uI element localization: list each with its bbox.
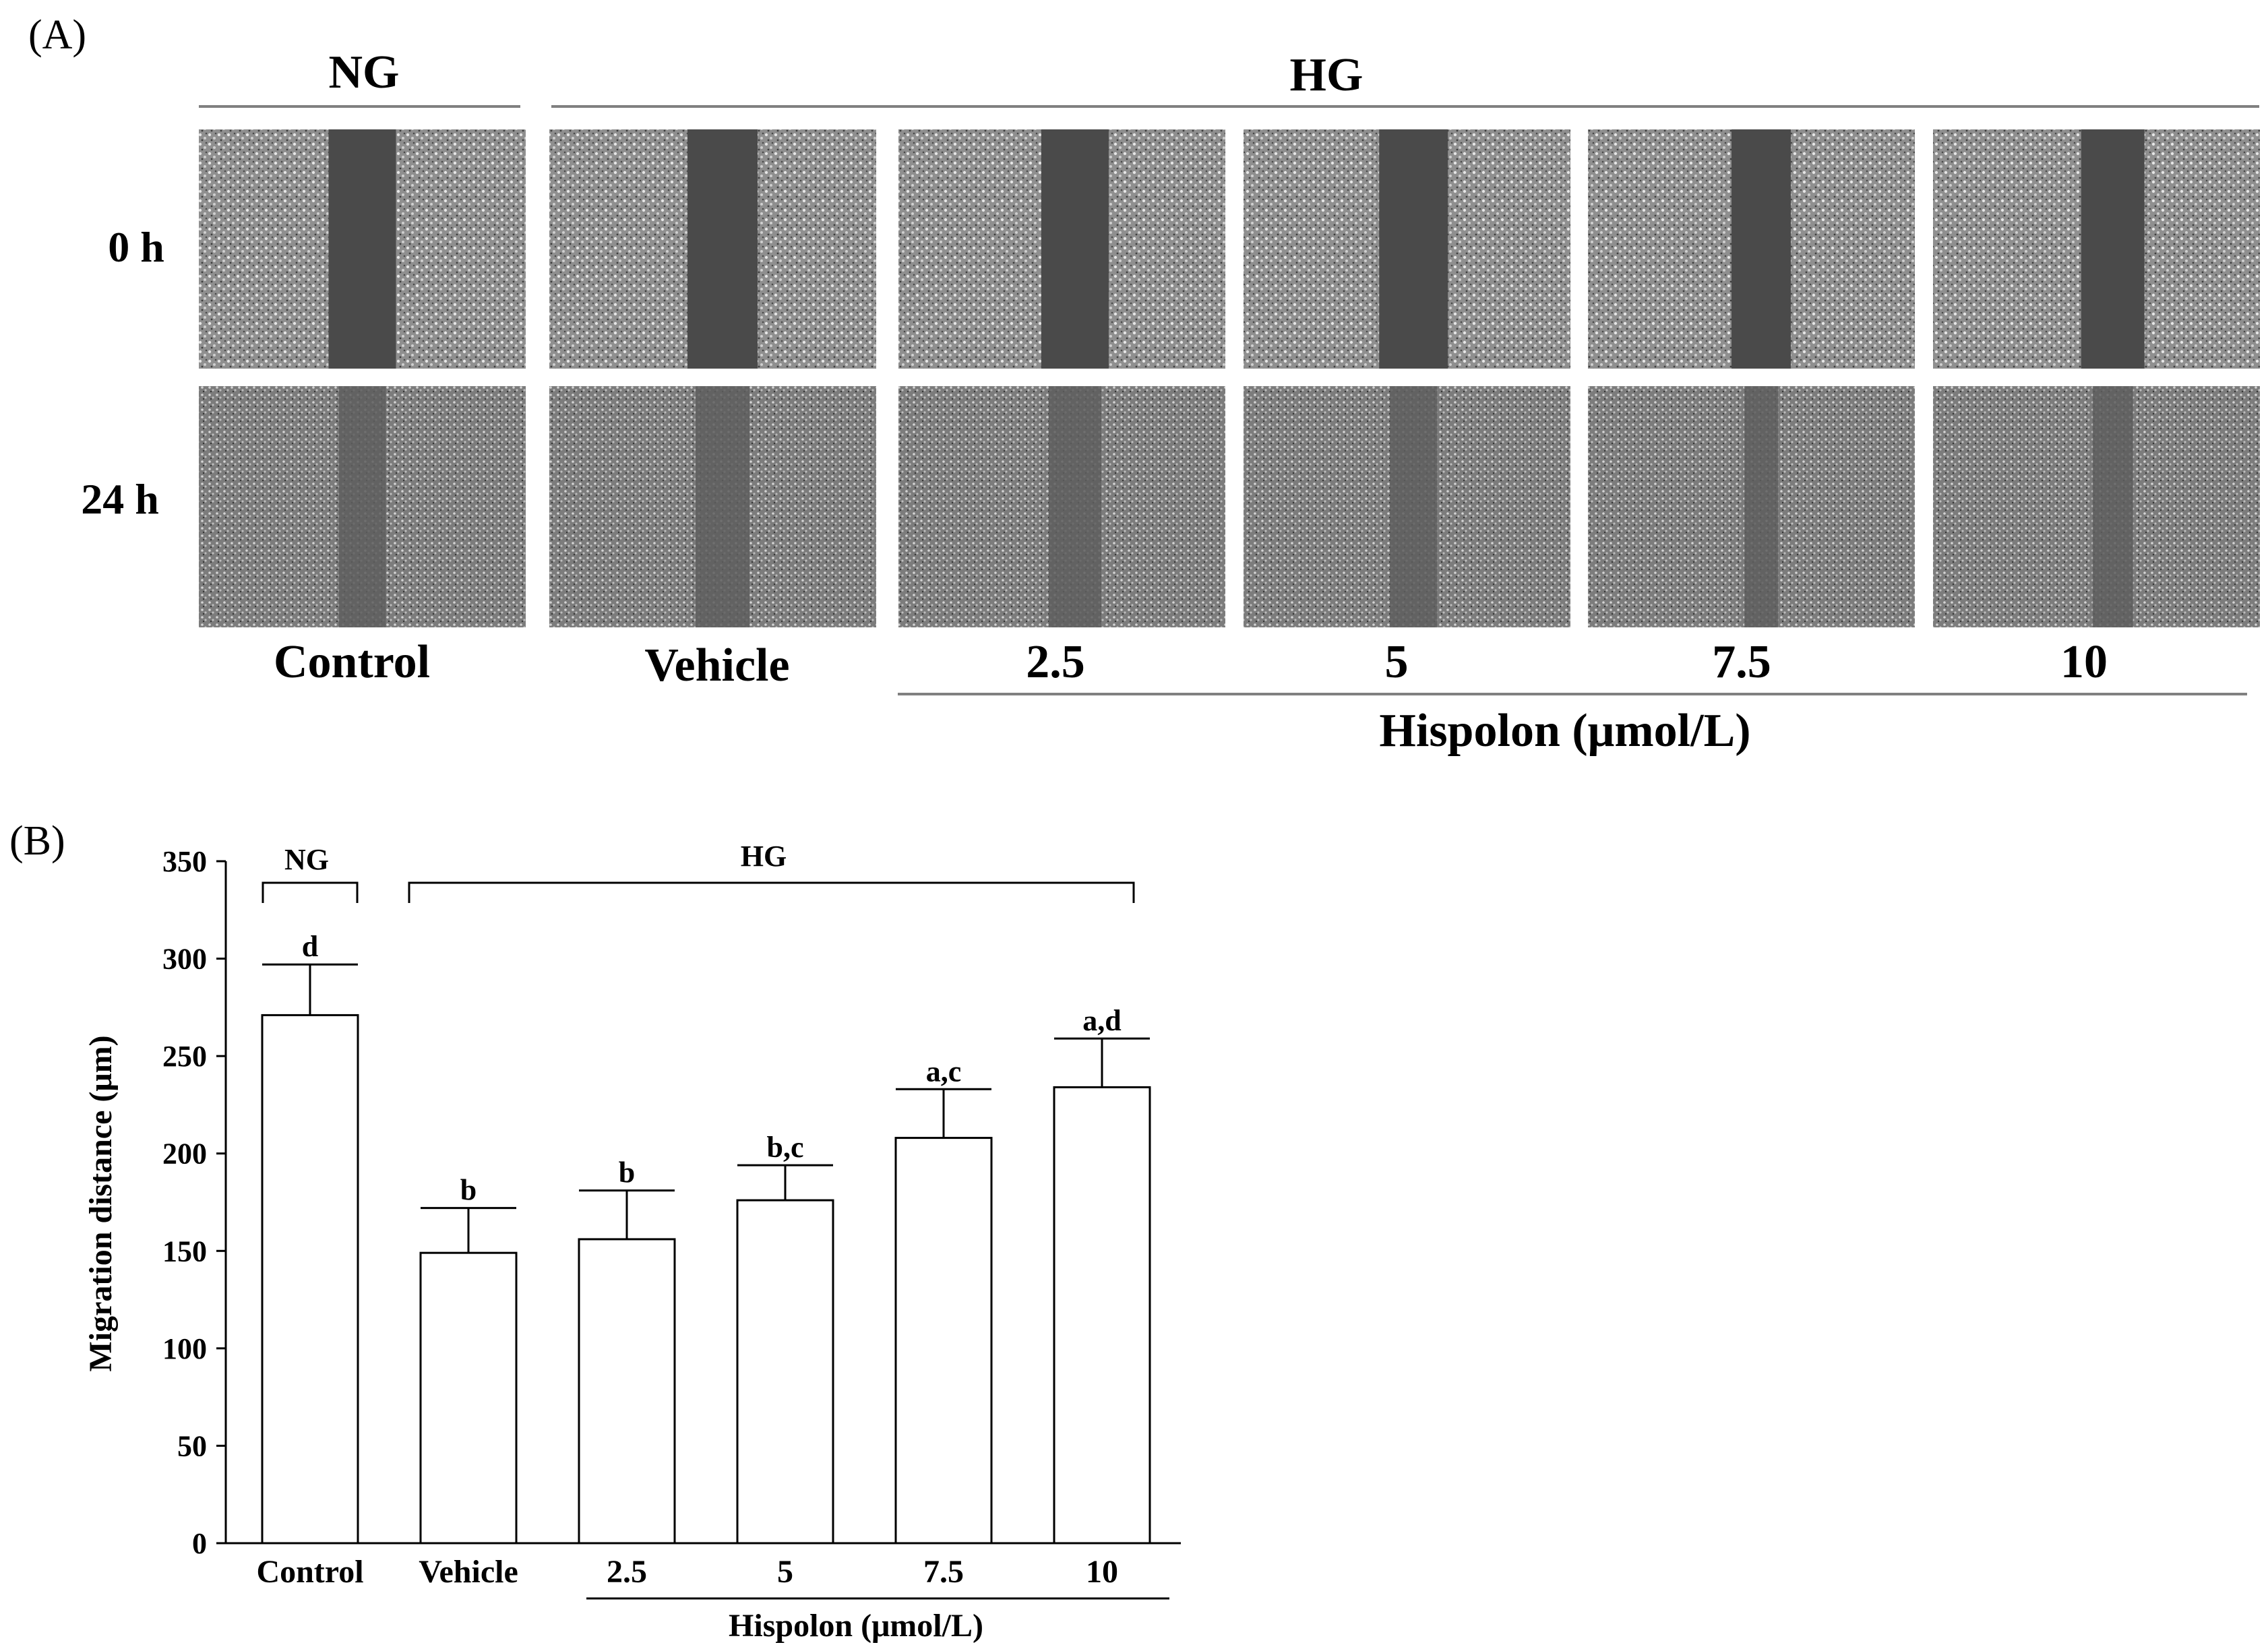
wound-gap-0h-5: [1379, 129, 1448, 369]
panel-a-group-hg: HG: [1290, 49, 1363, 101]
wound-gap-24h-5: [1390, 386, 1438, 627]
y-tick-label-200: 200: [162, 1138, 207, 1171]
significance-label-vehicle: b: [460, 1174, 477, 1207]
column-label-10: 10: [2060, 636, 2108, 688]
significance-label-control: d: [302, 930, 318, 963]
bar-2.5: [578, 1238, 676, 1545]
wound-gap-24h-7.5: [1744, 386, 1779, 627]
significance-label-7.5: a,c: [926, 1055, 962, 1088]
column-label-control: Control: [274, 636, 430, 688]
row-label-24h: 24 h: [81, 475, 159, 523]
panel-a: (A) NG HG 0 h 24 h Control Vehicle 2.5 5…: [28, 12, 2260, 757]
y-tick-label-300: 300: [162, 943, 207, 976]
x-tick-label-5: 5: [777, 1554, 793, 1590]
column-label-2.5: 2.5: [1026, 636, 1085, 688]
bar-vehicle: [419, 1251, 518, 1545]
panel-b-group-ng: NG: [284, 843, 329, 876]
panel-a-label: (A): [28, 12, 86, 58]
x-tick-label-7.5: 7.5: [923, 1554, 964, 1590]
x-tick-label-vehicle: Vehicle: [419, 1554, 518, 1590]
column-label-vehicle: Vehicle: [644, 640, 789, 691]
panel-a-group-ng: NG: [329, 46, 400, 98]
wound-gap-0h-7.5: [1731, 129, 1791, 369]
y-tick-label-150: 150: [162, 1235, 207, 1268]
x-tick-label-10: 10: [1086, 1554, 1118, 1590]
y-tick-label-0: 0: [192, 1527, 207, 1560]
y-axis-label: Migration distance (μm): [83, 1035, 119, 1371]
wound-gap-0h-2.5: [1041, 129, 1109, 369]
significance-label-10: a,d: [1082, 1004, 1121, 1037]
wound-gap-24h-vehicle: [696, 386, 750, 627]
panel-b-hg-bracket: [408, 881, 1135, 903]
y-tick-label-50: 50: [177, 1429, 207, 1462]
y-tick-label-100: 100: [162, 1332, 207, 1365]
bar-10: [1053, 1086, 1151, 1545]
panel-b-label: (B): [9, 818, 65, 864]
micrographs: [199, 129, 2260, 627]
bar-control: [261, 1014, 359, 1545]
wound-gap-0h-control: [328, 129, 396, 369]
chart-marks: 0 50 100 150 200 250 300 350 d Control b Vehicle b 2.…: [162, 845, 1181, 1590]
x-tick-label-control: Control: [256, 1554, 363, 1590]
panel-b-hispolon-label: Hispolon (μmol/L): [729, 1608, 983, 1644]
significance-label-2.5: b: [619, 1156, 635, 1189]
bar-5: [736, 1199, 834, 1545]
bar-7.5: [894, 1137, 993, 1545]
wound-gap-24h-control: [338, 386, 386, 627]
y-tick-label-350: 350: [162, 845, 207, 878]
row-label-0h: 0 h: [108, 223, 164, 271]
wound-gap-24h-10: [2092, 386, 2133, 627]
panel-a-hispolon-label: Hispolon (μmol/L): [1379, 705, 1750, 757]
x-tick-label-2.5: 2.5: [607, 1554, 647, 1590]
wound-gap-0h-vehicle: [687, 129, 758, 369]
wound-gap-24h-2.5: [1048, 386, 1101, 627]
column-label-7.5: 7.5: [1712, 636, 1771, 688]
column-label-5: 5: [1385, 636, 1409, 688]
panel-b-group-hg: HG: [741, 840, 787, 873]
y-tick-label-250: 250: [162, 1040, 207, 1073]
panel-b-ng-bracket: [262, 881, 359, 903]
panel-b: (B) Migration distance (μm) 0 50 100 150 200…: [9, 818, 1181, 1644]
significance-label-5: b,c: [767, 1131, 804, 1164]
wound-gap-0h-10: [2081, 129, 2145, 369]
